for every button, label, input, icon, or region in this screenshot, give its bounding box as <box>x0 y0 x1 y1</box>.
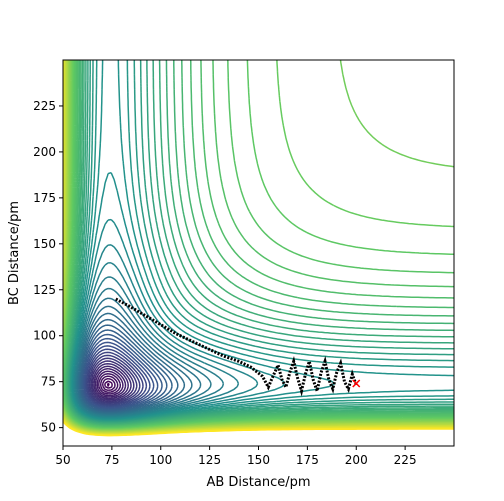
end-marker <box>352 379 361 388</box>
contour-lines <box>63 60 454 437</box>
y-tick-label: 100 <box>33 329 56 343</box>
contour-level-17 <box>81 333 163 411</box>
contour-level-5 <box>96 370 124 397</box>
y-tick-label: 150 <box>33 237 56 251</box>
contour-level-4 <box>98 372 122 395</box>
x-tick-label: 150 <box>247 453 270 467</box>
contour-level-10 <box>89 357 138 403</box>
contour-level-19 <box>79 324 173 413</box>
x-tick-label: 175 <box>296 453 319 467</box>
contour-level-25 <box>74 276 225 417</box>
contour-level-16 <box>82 337 159 410</box>
contour-level-21 <box>77 312 186 414</box>
contour-level-15 <box>83 341 155 409</box>
contour-level-23 <box>76 297 202 416</box>
contour-level-12 <box>86 351 144 406</box>
x-tick-label: 50 <box>55 453 70 467</box>
contour-level-7 <box>93 365 129 400</box>
y-tick-label: 200 <box>33 145 56 159</box>
y-axis-label: BC Distance/pm <box>7 201 22 305</box>
contour-level-11 <box>88 354 141 405</box>
contour-level-56 <box>63 60 454 436</box>
x-tick-label: 225 <box>394 453 417 467</box>
x-tick-label: 125 <box>198 453 221 467</box>
contour-level-3 <box>99 375 119 394</box>
plot-frame <box>62 59 455 447</box>
y-tick-label: 75 <box>41 375 56 389</box>
contour-level-20 <box>78 318 179 413</box>
x-axis-label: AB Distance/pm <box>206 475 310 490</box>
y-tick-label: 125 <box>33 283 56 297</box>
contour-level-8 <box>91 362 132 401</box>
contour-level-0 <box>106 382 110 387</box>
contour-level-13 <box>85 348 148 407</box>
contour-level-9 <box>90 360 135 402</box>
x-tick-label: 100 <box>149 453 172 467</box>
contour-level-49 <box>63 60 454 432</box>
x-tick-label: 75 <box>104 453 119 467</box>
contour-level-6 <box>94 367 127 398</box>
contour-level-33 <box>68 60 454 423</box>
contour-level-1 <box>104 380 113 389</box>
end-marker-x <box>352 379 361 388</box>
x-axis-ticks: 50 75 100 125 150 175 200 225 <box>55 446 417 467</box>
y-axis-ticks: 50 75 100 125 150 175 200 225 <box>33 99 63 435</box>
contour-level-18 <box>80 329 168 412</box>
contour-level-2 <box>101 377 116 392</box>
trajectory-line <box>115 297 358 397</box>
x-tick-label: 200 <box>345 453 368 467</box>
y-tick-label: 225 <box>33 99 56 113</box>
contour-level-59 <box>63 421 454 437</box>
contour-level-36 <box>66 60 454 425</box>
contour-level-24 <box>75 287 212 417</box>
y-tick-label: 50 <box>41 421 56 435</box>
contour-level-42 <box>63 60 454 428</box>
y-tick-label: 175 <box>33 191 56 205</box>
contour-level-14 <box>84 345 151 408</box>
contour-level-55 <box>63 60 454 435</box>
trajectory-path <box>115 297 358 397</box>
